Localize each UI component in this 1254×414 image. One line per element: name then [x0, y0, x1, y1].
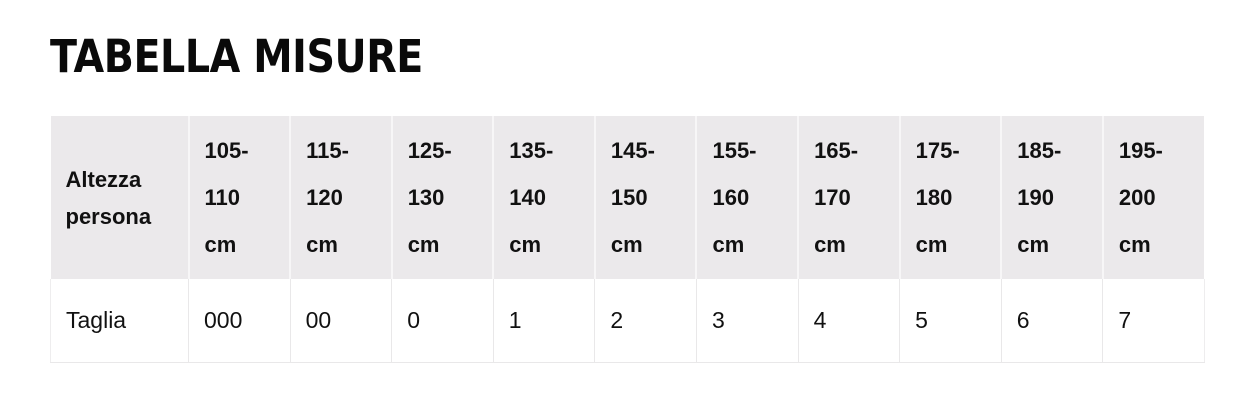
header-label-line-2: persona: [65, 203, 152, 229]
header-cell-105-110: 105- 110 cm: [188, 116, 292, 279]
header-range-line-2: 160: [712, 185, 750, 210]
header-range-line-2: 120: [306, 185, 343, 210]
header-unit: cm: [1017, 232, 1050, 257]
header-range-line-1: 185-: [1017, 138, 1062, 163]
cell-taglia-195-200: 7: [1102, 279, 1205, 363]
page-title: TABELLA MISURE: [50, 30, 423, 83]
cell-taglia-155-160: 3: [695, 279, 799, 363]
cell-taglia-125-130: 0: [391, 279, 494, 363]
header-label-line-1: Altezza: [65, 166, 142, 192]
table-header-row: Altezza persona 105- 110 cm 115- 120 cm: [50, 116, 1205, 279]
size-table: Altezza persona 105- 110 cm 115- 120 cm: [50, 116, 1205, 363]
cell-taglia-115-120: 00: [289, 279, 393, 363]
header-cell-145-150: 145- 150 cm: [594, 116, 698, 279]
header-range-line-1: 175-: [915, 138, 960, 163]
header-cell-155-160: 155- 160 cm: [696, 116, 800, 279]
cell-taglia-175-180: 5: [899, 279, 1002, 363]
header-unit: cm: [407, 232, 440, 257]
header-unit: cm: [814, 232, 846, 257]
header-range-line-1: 165-: [814, 138, 859, 163]
header-cell-185-190: 185- 190 cm: [1001, 116, 1104, 279]
header-unit: cm: [1118, 232, 1151, 257]
cell-taglia-165-170: 4: [797, 279, 901, 363]
header-cell-165-170: 165- 170 cm: [798, 116, 901, 279]
header-unit: cm: [306, 232, 338, 257]
cell-taglia-185-190: 6: [1000, 279, 1104, 363]
header-unit: cm: [712, 232, 745, 257]
cell-taglia-135-140: 1: [492, 279, 596, 363]
header-unit: cm: [610, 232, 643, 257]
header-range-line-1: 125-: [407, 138, 452, 163]
header-unit: cm: [509, 232, 542, 257]
header-range-line-2: 180: [915, 185, 953, 210]
cell-taglia-145-150: 2: [594, 279, 697, 363]
header-cell-195-200: 195- 200 cm: [1102, 116, 1205, 279]
header-unit: cm: [915, 232, 948, 257]
header-cell-115-120: 115- 120 cm: [290, 116, 393, 279]
header-range-line-1: 115-: [306, 138, 349, 163]
header-range-line-1: 145-: [610, 138, 655, 163]
cell-taglia-105-110: 000: [188, 279, 291, 363]
row-label-taglia: Taglia: [50, 279, 189, 363]
header-cell-125-130: 125- 130 cm: [391, 116, 495, 279]
header-range-line-2: 200: [1118, 185, 1156, 210]
header-cell-altezza-persona: Altezza persona: [50, 116, 190, 279]
header-cell-175-180: 175- 180 cm: [899, 116, 1003, 279]
size-table-container: Altezza persona 105- 110 cm 115- 120 cm: [50, 116, 1205, 363]
header-range-line-2: 170: [814, 185, 851, 210]
size-table-body: Taglia 000 00 0 1 2 3 4 5 6 7: [50, 279, 1205, 363]
header-range-line-2: 130: [407, 185, 445, 210]
header-range-line-2: 190: [1017, 185, 1054, 210]
header-range-line-2: 150: [610, 185, 648, 210]
header-range-line-2: 140: [509, 185, 546, 210]
size-table-head: Altezza persona 105- 110 cm 115- 120 cm: [50, 116, 1205, 279]
header-unit: cm: [204, 232, 237, 257]
header-range-line-1: 105-: [204, 138, 249, 163]
table-row: Taglia 000 00 0 1 2 3 4 5 6 7: [50, 279, 1205, 363]
header-range-line-1: 135-: [509, 138, 554, 163]
header-cell-135-140: 135- 140 cm: [493, 116, 596, 279]
header-range-line-1: 155-: [712, 138, 757, 163]
header-range-line-2: 110: [204, 185, 241, 210]
header-range-line-1: 195-: [1118, 138, 1163, 163]
